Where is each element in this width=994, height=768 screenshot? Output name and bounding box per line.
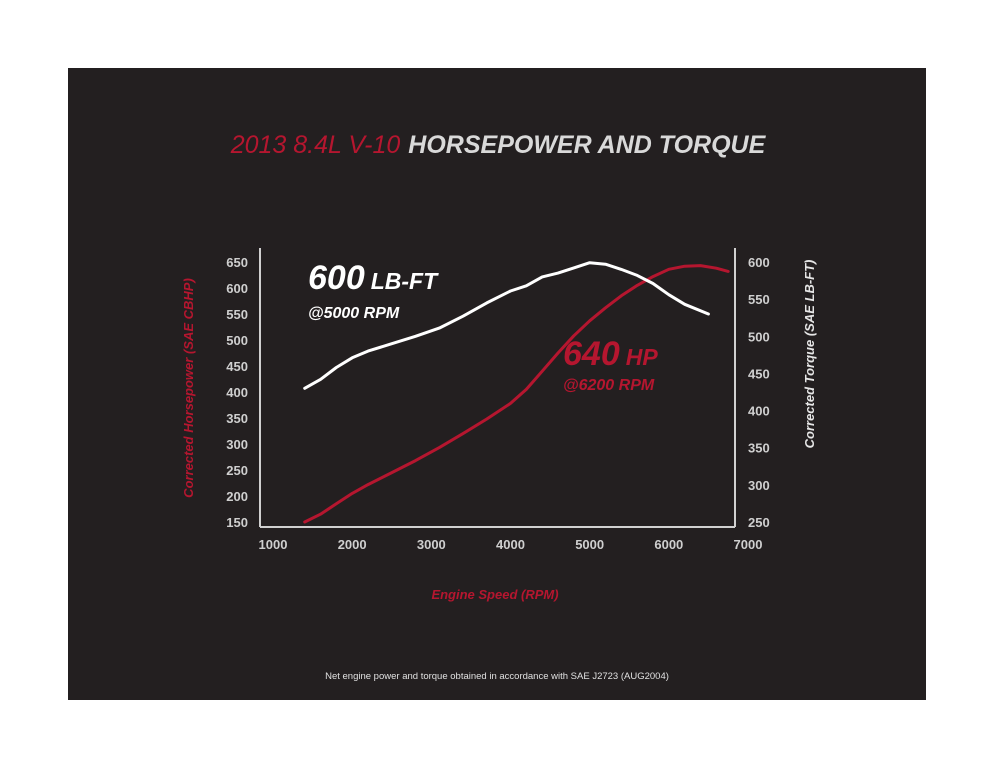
y-left-tick-label: 500 — [226, 333, 248, 348]
y-right-tick-label: 400 — [748, 404, 770, 419]
torque-line — [303, 261, 710, 390]
y-left-tick-label: 550 — [226, 307, 248, 322]
x-tick-label: 5000 — [575, 537, 604, 552]
series-lines — [303, 261, 730, 524]
x-tick-label: 4000 — [496, 537, 525, 552]
horsepower-peak-value: 640 — [563, 335, 620, 373]
y-left-tick-label: 450 — [226, 359, 248, 374]
torque-annotation-headline: 600 LB-FT — [308, 259, 439, 297]
chart-title-part1: 2013 8.4L V-10 — [230, 131, 401, 159]
y-left-tick-label: 200 — [226, 489, 248, 504]
chart-title: 2013 8.4L V-10 HORSEPOWER AND TORQUE — [230, 131, 767, 159]
y-right-tick-label: 600 — [748, 255, 770, 270]
y-right-tick-label: 250 — [748, 515, 770, 530]
torque-peak-value: 600 — [308, 259, 365, 297]
torque-peak-rpm: @5000 RPM — [308, 305, 400, 322]
torque-peak-unit: LB-FT — [371, 268, 439, 294]
chart-title-part2: HORSEPOWER AND TORQUE — [408, 131, 766, 159]
horsepower-annotation-headline: 640 HP — [563, 335, 658, 373]
y-right-tick-label: 300 — [748, 478, 770, 493]
chart-panel: 2013 8.4L V-10 HORSEPOWER AND TORQUE 1000… — [68, 68, 926, 700]
x-tick-label: 3000 — [417, 537, 446, 552]
horsepower-peak-rpm: @6200 RPM — [563, 377, 655, 394]
y-right-tick-label: 350 — [748, 441, 770, 456]
y-left-tick-label: 300 — [226, 437, 248, 452]
y-left-tick-label: 150 — [226, 515, 248, 530]
horsepower-torque-chart: 2013 8.4L V-10 HORSEPOWER AND TORQUE 1000… — [181, 131, 817, 682]
x-axis-label: Engine Speed (RPM) — [431, 587, 558, 602]
y-left-tick-labels: 150 200 250 300 350 400 450 500 550 600 650 — [226, 255, 248, 530]
x-tick-label: 2000 — [338, 537, 367, 552]
y-left-axis-label: Corrected Horsepower (SAE CBHP) — [181, 278, 196, 498]
y-right-tick-label: 550 — [748, 292, 770, 307]
y-left-tick-label: 600 — [226, 281, 248, 296]
y-right-tick-label: 500 — [748, 329, 770, 344]
y-left-tick-label: 400 — [226, 385, 248, 400]
horsepower-peak-unit: HP — [626, 344, 659, 370]
horsepower-line — [303, 264, 730, 524]
x-tick-label: 1000 — [259, 537, 288, 552]
axes — [259, 248, 736, 528]
y-right-tick-label: 450 — [748, 366, 770, 381]
horsepower-annotation: 640 HP @6200 RPM — [563, 335, 658, 394]
x-tick-label: 7000 — [734, 537, 763, 552]
y-right-tick-labels: 250 300 350 400 450 500 550 600 — [748, 255, 770, 530]
y-left-tick-label: 250 — [226, 463, 248, 478]
y-left-tick-label: 650 — [226, 255, 248, 270]
torque-annotation: 600 LB-FT @5000 RPM — [308, 259, 439, 322]
x-tick-labels: 1000 2000 3000 4000 5000 6000 7000 — [259, 537, 763, 552]
y-right-axis-label: Corrected Torque (SAE LB-FT) — [802, 260, 817, 449]
y-left-tick-label: 350 — [226, 411, 248, 426]
x-tick-label: 6000 — [654, 537, 683, 552]
footnote: Net engine power and torque obtained in … — [325, 671, 669, 682]
